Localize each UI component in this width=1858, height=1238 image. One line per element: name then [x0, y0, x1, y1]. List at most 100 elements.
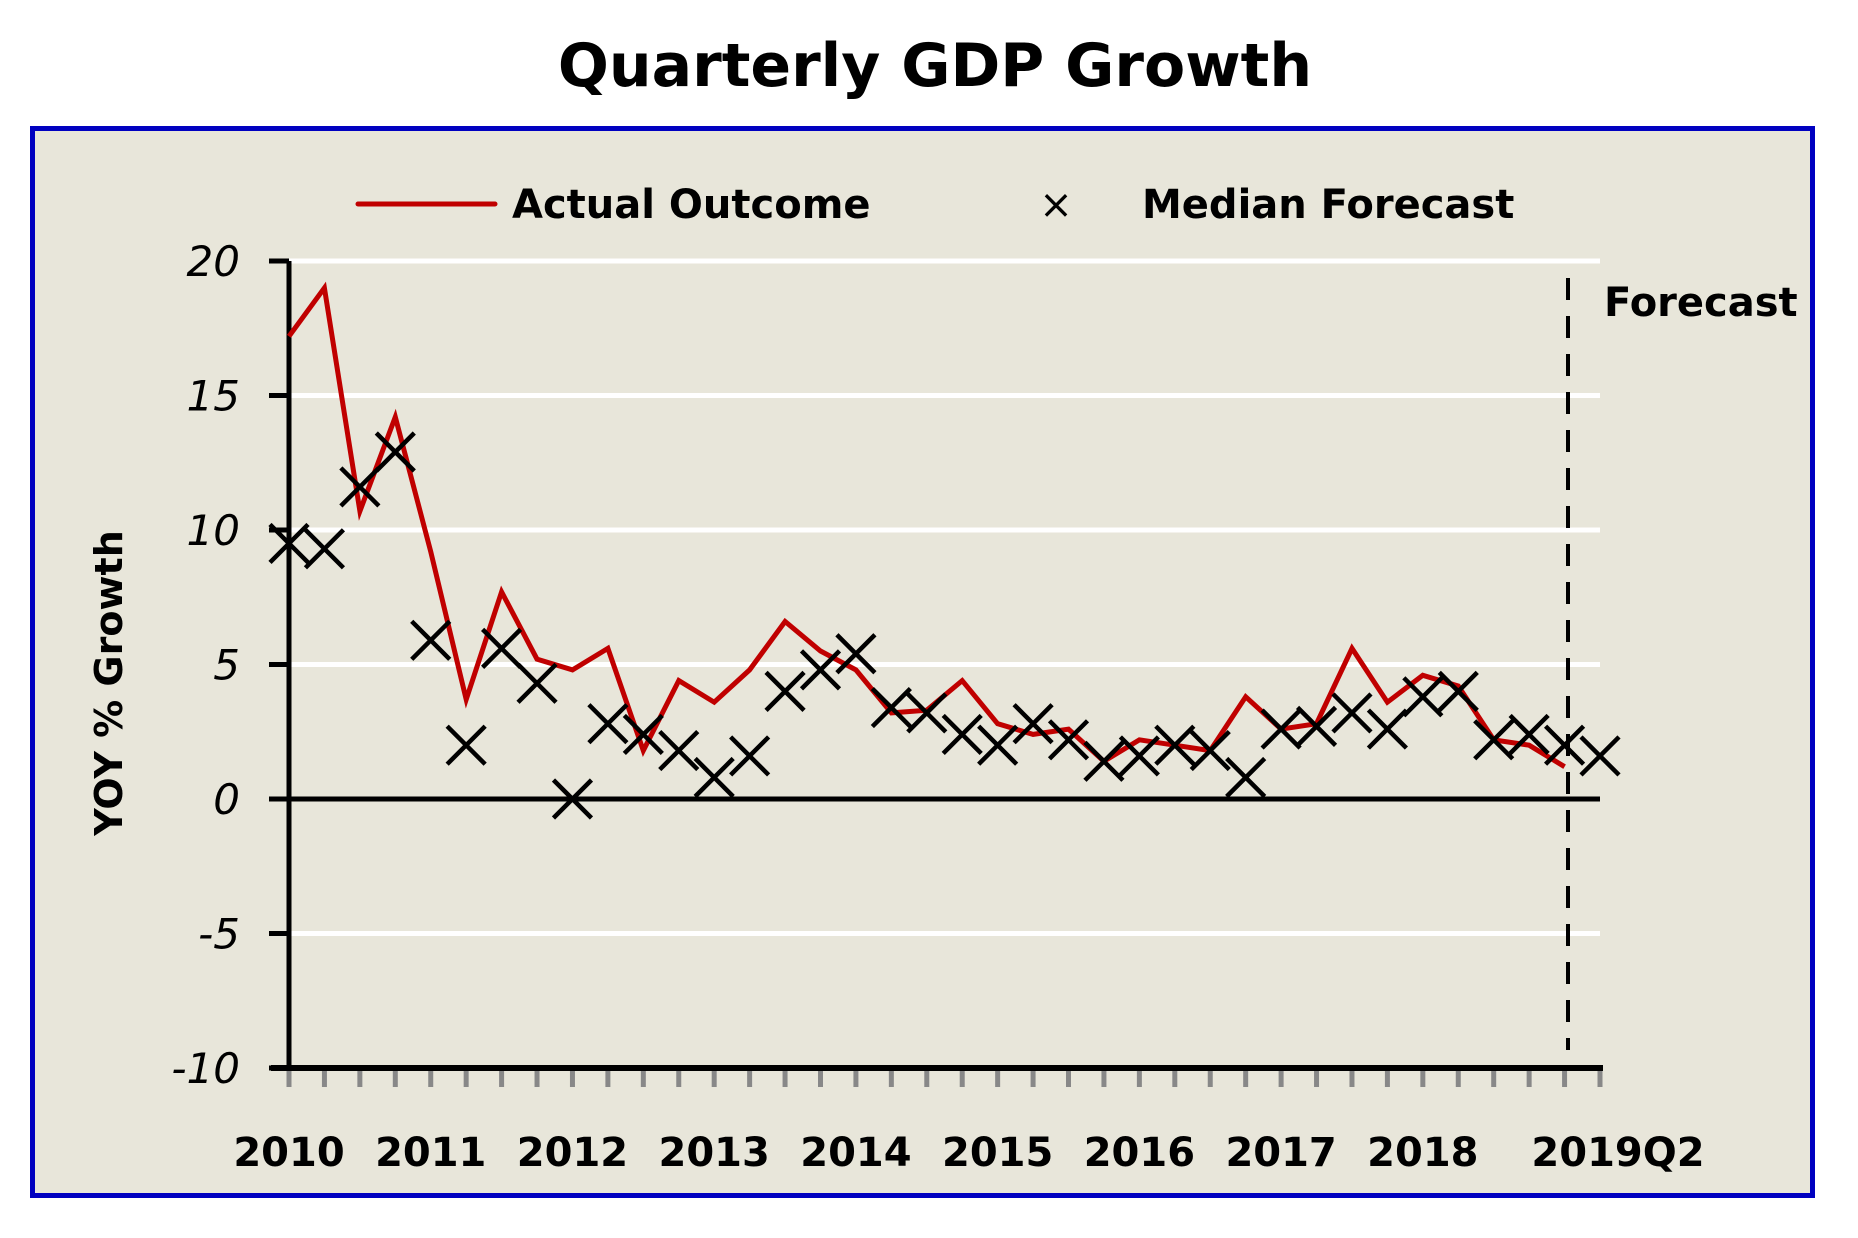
chart-title: Quarterly GDP Growth [558, 31, 1312, 101]
median-forecast-marker [1473, 719, 1515, 761]
median-forecast-marker [1543, 724, 1586, 766]
median-forecast-marker [303, 528, 346, 570]
marker-stroke [551, 778, 594, 820]
median-forecast-marker [1331, 692, 1373, 734]
marker-stroke [1543, 724, 1586, 766]
marker-stroke [1047, 719, 1090, 761]
y-tick-label: 15 [187, 372, 240, 421]
median-forecast-marker [445, 724, 487, 766]
marker-stroke [339, 466, 381, 508]
x-tick-label: 2014 [800, 1130, 911, 1176]
median-forecast-marker [1012, 703, 1054, 745]
marker-stroke [729, 735, 771, 777]
gridlines [289, 258, 1600, 936]
x-tick-label: 2019Q2 [1531, 1130, 1704, 1176]
median-forecast-marker [1295, 705, 1338, 747]
median-forecast-marker [906, 692, 948, 734]
y-axis-label: YOY % Growth [87, 530, 131, 837]
x-tick-label: 2010 [233, 1130, 344, 1176]
median-forecast-marker [1508, 713, 1550, 756]
x-tick-label: 2018 [1367, 1130, 1478, 1176]
marker-stroke [1225, 756, 1267, 799]
marker-stroke [1579, 735, 1621, 777]
median-forecast-marker [481, 627, 523, 669]
median-forecast-marker [587, 703, 629, 745]
marker-stroke [410, 619, 452, 661]
median-forecast-marker [729, 735, 771, 777]
marker-stroke [516, 662, 558, 704]
marker-stroke [799, 649, 842, 691]
x-tick-labels: 2010 2011 2012 2013 2014 2015 2016 2017 2018 2019… [233, 1130, 1704, 1176]
median-forecast-marker [410, 619, 452, 661]
marker-stroke [374, 431, 416, 473]
marker-stroke [764, 670, 806, 712]
marker-stroke [1508, 713, 1550, 756]
median-forecast-marker [870, 686, 912, 729]
median-forecast-marker [764, 670, 806, 712]
median-forecast-marker [1402, 676, 1444, 718]
marker-stroke [870, 686, 912, 729]
series-median-forecast [268, 431, 1621, 820]
median-forecast-marker [658, 729, 700, 772]
marker-stroke [1366, 708, 1408, 750]
marker-stroke [1295, 705, 1338, 747]
median-forecast-marker [693, 756, 735, 799]
marker-stroke [622, 713, 664, 756]
x-tick-label: 2011 [375, 1130, 486, 1176]
marker-stroke [941, 713, 983, 756]
marker-stroke [1012, 703, 1054, 745]
marker-stroke [1260, 708, 1302, 750]
marker-stroke [1189, 729, 1231, 772]
marker-stroke [977, 724, 1019, 766]
marker-stroke [693, 756, 735, 799]
marker-stroke [1083, 740, 1125, 782]
median-forecast-marker [1047, 719, 1090, 761]
median-forecast-marker [835, 633, 877, 675]
median-forecast-marker [1366, 708, 1408, 750]
median-forecast-marker [1225, 756, 1267, 799]
median-forecast-marker [1083, 740, 1125, 782]
median-forecast-marker [551, 778, 594, 820]
median-forecast-marker [1579, 735, 1621, 777]
median-forecast-marker [516, 662, 558, 704]
median-forecast-marker [1437, 670, 1479, 712]
marker-stroke [658, 729, 700, 772]
marker-stroke [303, 528, 346, 570]
axes [269, 258, 1603, 1087]
legend-forecast-label: Median Forecast [1142, 182, 1514, 228]
y-tick-label: 20 [187, 237, 240, 286]
marker-stroke [445, 724, 487, 766]
median-forecast-marker [339, 466, 381, 508]
median-forecast-marker [268, 522, 310, 565]
median-forecast-marker [622, 713, 664, 756]
median-forecast-marker [1260, 708, 1302, 750]
marker-stroke [1331, 692, 1373, 734]
median-forecast-marker [941, 713, 983, 756]
median-forecast-marker [799, 649, 842, 691]
marker-stroke [1402, 676, 1444, 718]
marker-stroke [481, 627, 523, 669]
median-forecast-marker [1118, 735, 1160, 777]
median-forecast-marker [1154, 724, 1196, 766]
x-tick-label: 2016 [1084, 1130, 1195, 1176]
x-tick-label: 2012 [517, 1130, 628, 1176]
marker-stroke [268, 522, 310, 565]
y-tick-label: 10 [187, 506, 240, 555]
x-tick-label: 2017 [1225, 1130, 1336, 1176]
marker-stroke [1437, 670, 1479, 712]
legend-forecast-marker: × [1039, 182, 1073, 228]
y-tick-label: 0 [213, 775, 240, 824]
marker-stroke [1118, 735, 1160, 777]
marker-stroke [906, 692, 948, 734]
legend: Actual Outcome × Median Forecast [355, 182, 1514, 228]
y-tick-labels: 20 15 10 5 0 -5 -10 [171, 237, 240, 1093]
x-tick-label: 2013 [659, 1130, 770, 1176]
y-tick-label: 5 [213, 641, 240, 690]
y-tick-label: -10 [171, 1044, 240, 1093]
legend-actual-label: Actual Outcome [512, 182, 871, 228]
marker-stroke [1473, 719, 1515, 761]
median-forecast-marker [1189, 729, 1231, 772]
marker-stroke [835, 633, 877, 675]
marker-stroke [587, 703, 629, 745]
